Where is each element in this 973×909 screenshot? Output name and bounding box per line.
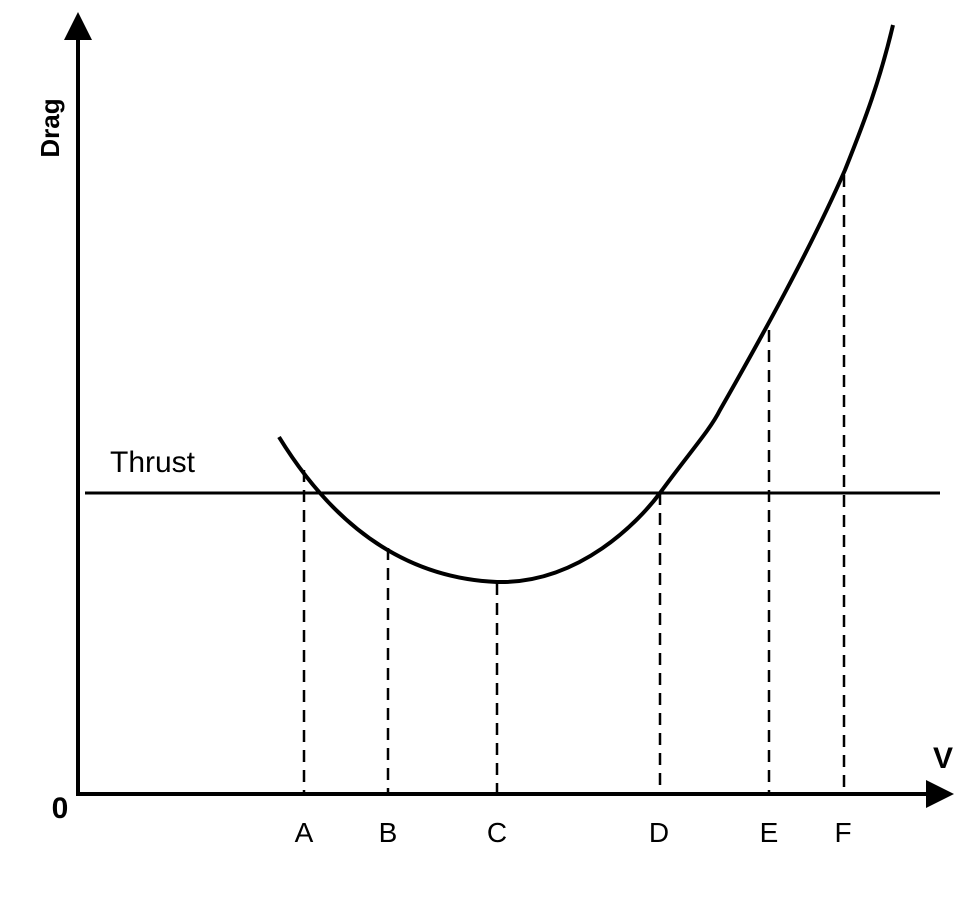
speed-label-b: B <box>379 817 398 848</box>
y-axis-label: Drag <box>35 98 65 157</box>
speed-label-a: A <box>295 817 314 848</box>
x-axis-arrowhead <box>926 780 954 808</box>
drag-curve <box>277 24 895 585</box>
x-axis-label: V <box>933 742 953 775</box>
y-axis-arrowhead <box>64 12 92 40</box>
speed-label-e: E <box>760 817 779 848</box>
speed-label-f: F <box>834 817 851 848</box>
thrust-label: Thrust <box>110 446 196 479</box>
speed-label-d: D <box>649 817 669 848</box>
speed-label-c: C <box>487 817 507 848</box>
origin-label: 0 <box>52 792 69 825</box>
